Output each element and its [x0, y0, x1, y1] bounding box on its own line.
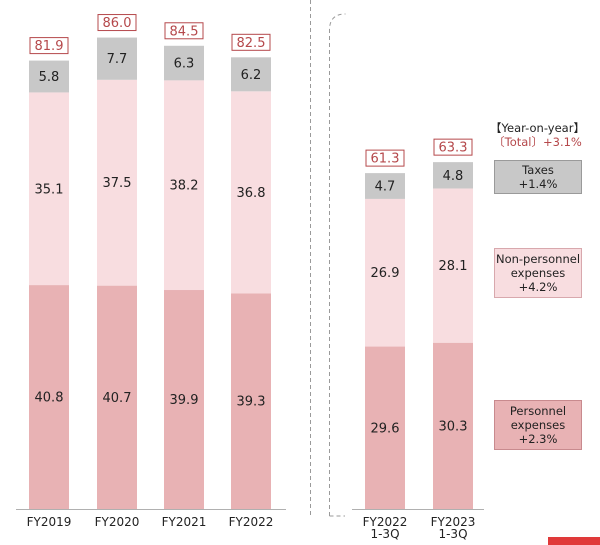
value-label-taxes-0: 5.8: [39, 70, 60, 85]
value-label-taxes-3: 6.2: [241, 68, 262, 83]
value-label-personnel-1: 40.7: [103, 391, 132, 406]
total-label-1: 86.0: [103, 16, 132, 31]
bar-taxes-0: [29, 60, 69, 93]
total-box-5: [433, 138, 473, 156]
value-label-taxes-2: 6.3: [174, 57, 195, 72]
axis-layer: FY2019 FY2020 FY2021 FY2022 FY20221-3QFY2023…: [16, 0, 484, 541]
value-label-non-personnel-1: 37.5: [103, 176, 132, 191]
bar-non-personnel-5: [433, 188, 473, 343]
total-label-0: 81.9: [35, 39, 64, 54]
value-label-non-personnel-2: 38.2: [170, 179, 199, 194]
bar-taxes-1: [97, 37, 137, 80]
legend-item-personnel-change: +2.3%: [518, 432, 558, 446]
legend-item-non-personnel-name: Non-personnel expenses: [495, 252, 581, 280]
panel-divider-frame: [310, 13, 346, 517]
legend-item-personnel-name: Personnel expenses: [509, 404, 567, 432]
bar-non-personnel-0: [29, 92, 69, 286]
category-label-3: FY2022: [229, 515, 274, 529]
value-label-non-personnel-0: 35.1: [35, 182, 64, 197]
total-box-2: [164, 22, 204, 40]
category-label-0: FY2019: [27, 515, 72, 529]
legend-total-change: 〔Total〕+3.1%: [493, 135, 582, 149]
category-label-4-line-0: FY2022: [363, 515, 408, 529]
bar-non-personnel-1: [97, 79, 137, 286]
value-label-personnel-0: 40.8: [35, 391, 64, 406]
value-label-non-personnel-4: 26.9: [371, 266, 400, 281]
value-label-personnel-4: 29.6: [371, 421, 400, 436]
bar-non-personnel-2: [164, 80, 204, 291]
value-label-taxes-4: 4.7: [375, 180, 396, 195]
legend-item-taxes: Taxes +1.4%: [494, 160, 582, 194]
category-label-5-line-1: 1-3Q: [438, 527, 467, 541]
value-label-personnel-3: 39.3: [237, 395, 266, 410]
value-label-non-personnel-3: 36.8: [237, 186, 266, 201]
legend-title: 【Year-on-year】 〔Total〕+3.1%: [480, 121, 595, 149]
bar-personnel-2: [164, 290, 204, 509]
bar-non-personnel-3: [231, 91, 271, 294]
total-box-3: [231, 33, 271, 51]
legend-title-text: 【Year-on-year】: [490, 121, 585, 135]
bar-taxes-4: [365, 173, 405, 199]
category-label-5-line-0: FY2023: [431, 515, 476, 529]
legend-item-non-personnel-change: +4.2%: [518, 280, 558, 294]
category-label-2: FY2021: [162, 515, 207, 529]
value-label-taxes-5: 4.8: [443, 169, 464, 184]
total-box-1: [97, 14, 137, 32]
total-label-4: 61.3: [371, 152, 400, 167]
bar-personnel-4: [365, 346, 405, 509]
total-box-0: [29, 37, 69, 55]
total-label-3: 82.5: [237, 36, 266, 51]
bar-personnel-1: [97, 285, 137, 509]
total-box-4: [365, 149, 405, 167]
labels-layer: 40.8 35.1 5.8 81.9 40.7 37.5 7.7 86.0 39.9 38.2 6.…: [29, 14, 473, 436]
legend-item-non-personnel: Non-personnel expenses +4.2%: [494, 248, 582, 298]
corner-accent-mark: [548, 537, 600, 545]
legend-item-taxes-name: Taxes: [522, 163, 554, 177]
legend-item-taxes-change: +1.4%: [518, 177, 558, 191]
bar-taxes-5: [433, 162, 473, 189]
total-label-2: 84.5: [170, 24, 199, 39]
category-label-4-line-1: 1-3Q: [370, 527, 399, 541]
value-label-personnel-2: 39.9: [170, 393, 199, 408]
value-label-taxes-1: 7.7: [107, 52, 128, 67]
legend-item-personnel: Personnel expenses +2.3%: [494, 400, 582, 450]
total-label-5: 63.3: [439, 141, 468, 156]
value-label-personnel-5: 30.3: [439, 419, 468, 434]
category-label-1: FY2020: [95, 515, 140, 529]
bar-taxes-2: [164, 45, 204, 81]
bar-personnel-0: [29, 285, 69, 509]
bar-taxes-3: [231, 57, 271, 92]
bars-layer: [29, 37, 473, 509]
bar-non-personnel-4: [365, 198, 405, 347]
bar-personnel-3: [231, 293, 271, 509]
bar-personnel-5: [433, 342, 473, 509]
value-label-non-personnel-5: 28.1: [439, 259, 468, 274]
